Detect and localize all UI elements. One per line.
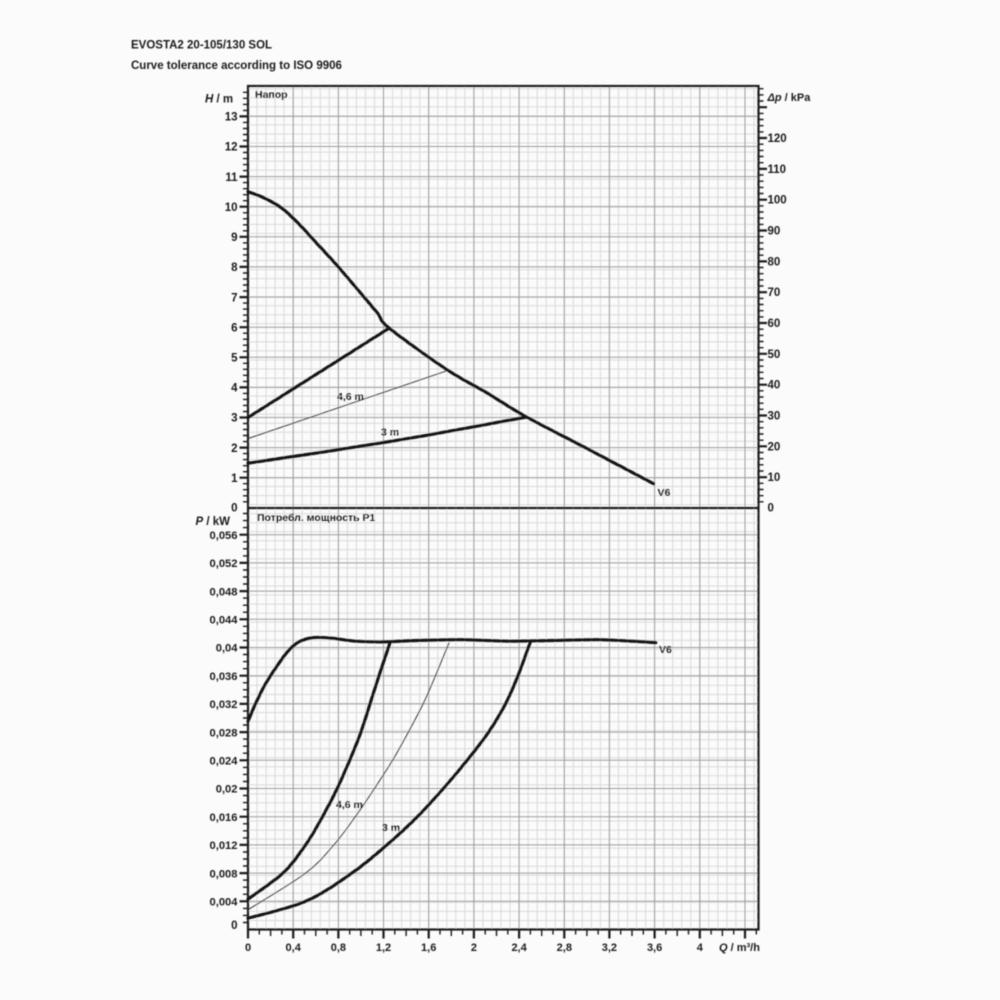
svg-text:0,4: 0,4 (286, 942, 302, 954)
svg-text:3,6: 3,6 (647, 942, 662, 954)
svg-text:Напор: Напор (255, 89, 288, 101)
svg-text:H / m: H / m (205, 94, 233, 106)
svg-text:9: 9 (231, 232, 237, 244)
svg-text:V6: V6 (658, 487, 671, 499)
svg-text:40: 40 (768, 380, 781, 392)
svg-text:0,012: 0,012 (210, 840, 238, 852)
svg-text:0,04: 0,04 (216, 643, 239, 655)
svg-text:10: 10 (768, 472, 781, 484)
svg-text:1,2: 1,2 (376, 942, 391, 954)
svg-text:0,02: 0,02 (216, 784, 238, 796)
svg-text:Q / m³/h: Q / m³/h (719, 942, 760, 954)
svg-text:0: 0 (768, 503, 774, 515)
svg-text:0,048: 0,048 (210, 586, 238, 598)
svg-text:0,056: 0,056 (210, 530, 238, 542)
svg-text:P / kW: P / kW (196, 516, 231, 528)
svg-text:4: 4 (697, 942, 704, 954)
svg-text:8: 8 (231, 262, 238, 274)
svg-text:7: 7 (231, 292, 237, 304)
svg-text:Потребл. мощность P1: Потребл. мощность P1 (257, 512, 376, 524)
svg-text:2: 2 (471, 942, 477, 954)
svg-text:6: 6 (231, 322, 237, 334)
svg-text:3 m: 3 m (382, 822, 400, 834)
svg-text:0: 0 (245, 942, 251, 954)
svg-text:0,004: 0,004 (210, 897, 239, 909)
svg-text:90: 90 (768, 226, 781, 238)
svg-text:0,044: 0,044 (210, 615, 239, 627)
svg-text:100: 100 (768, 195, 787, 207)
svg-text:0,024: 0,024 (210, 756, 239, 768)
svg-text:0,016: 0,016 (210, 812, 238, 824)
svg-text:5: 5 (231, 353, 238, 365)
svg-text:4,6 m: 4,6 m (336, 799, 363, 811)
svg-text:EVOSTA2 20-105/130 SOL: EVOSTA2 20-105/130 SOL (131, 40, 272, 52)
svg-text:0: 0 (231, 920, 237, 932)
svg-text:11: 11 (225, 172, 238, 184)
svg-text:Δp / kPa: Δp / kPa (767, 92, 812, 104)
svg-text:1: 1 (231, 473, 238, 485)
svg-text:4,6 m: 4,6 m (337, 391, 364, 403)
svg-text:3,2: 3,2 (602, 942, 617, 954)
svg-text:2: 2 (231, 443, 237, 455)
svg-text:50: 50 (768, 349, 781, 361)
svg-text:20: 20 (768, 441, 781, 453)
svg-text:3 m: 3 m (381, 427, 399, 439)
svg-text:30: 30 (768, 411, 781, 423)
svg-text:0,052: 0,052 (210, 558, 238, 570)
svg-text:0,032: 0,032 (210, 699, 238, 711)
svg-text:2,4: 2,4 (511, 942, 527, 954)
svg-text:3: 3 (231, 413, 237, 425)
svg-text:0: 0 (231, 503, 237, 515)
svg-text:2,8: 2,8 (557, 942, 572, 954)
svg-text:V6: V6 (659, 644, 672, 656)
svg-text:120: 120 (768, 133, 787, 145)
svg-text:0,8: 0,8 (331, 942, 346, 954)
svg-text:Curve tolerance according to I: Curve tolerance according to ISO 9906 (131, 60, 342, 72)
svg-text:70: 70 (768, 287, 781, 299)
svg-text:4: 4 (231, 383, 238, 395)
svg-text:80: 80 (768, 256, 781, 268)
svg-text:60: 60 (768, 318, 781, 330)
svg-text:0,008: 0,008 (210, 868, 238, 880)
svg-text:13: 13 (225, 112, 238, 124)
svg-text:1,6: 1,6 (421, 942, 436, 954)
svg-text:0,036: 0,036 (210, 671, 238, 683)
svg-text:12: 12 (225, 142, 238, 154)
svg-text:10: 10 (225, 202, 238, 214)
svg-text:0,028: 0,028 (210, 727, 238, 739)
svg-text:110: 110 (768, 164, 787, 176)
